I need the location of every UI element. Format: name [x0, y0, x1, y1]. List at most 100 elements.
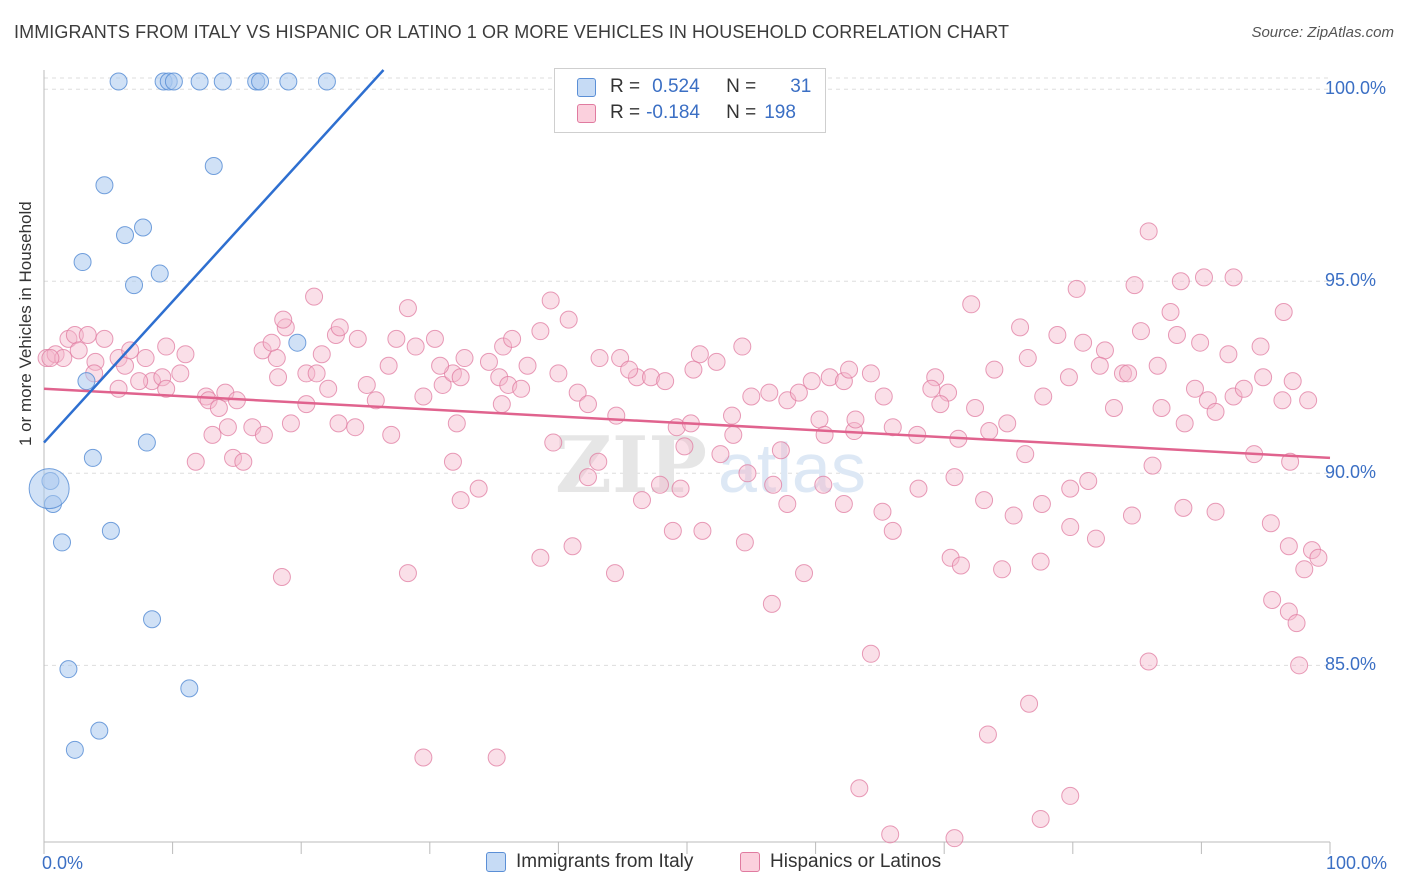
data-point-italy	[204, 157, 223, 176]
data-point-hispanic	[563, 537, 582, 556]
data-point-hispanic	[1032, 495, 1051, 514]
data-point-hispanic	[1287, 614, 1306, 633]
data-point-hispanic	[771, 441, 790, 460]
data-point-hispanic	[1090, 356, 1109, 375]
data-point-hispanic	[762, 594, 781, 613]
data-point-italy	[125, 276, 144, 295]
data-point-hispanic	[382, 425, 401, 444]
data-point-hispanic	[909, 479, 928, 498]
bottom-legend-italy: Immigrants from Italy	[486, 851, 693, 873]
data-point-hispanic	[789, 383, 808, 402]
data-point-hispanic	[357, 375, 376, 394]
data-point-italy	[90, 721, 109, 740]
data-point-hispanic	[707, 352, 726, 371]
data-point-hispanic	[1206, 502, 1225, 521]
data-point-italy	[28, 468, 70, 510]
data-point-hispanic	[1290, 656, 1309, 675]
data-point-hispanic	[1148, 356, 1167, 375]
data-point-hispanic	[607, 406, 626, 425]
data-point-hispanic	[922, 379, 941, 398]
watermark-atlas: atlas	[718, 429, 866, 507]
data-point-hispanic	[881, 825, 900, 844]
data-point-hispanic	[632, 491, 651, 510]
data-point-hispanic	[153, 368, 172, 387]
data-point-hispanic	[1295, 560, 1314, 579]
data-point-italy	[73, 253, 92, 272]
data-point-hispanic	[503, 329, 522, 348]
data-point-hispanic	[406, 337, 425, 356]
data-point-italy	[143, 610, 162, 629]
data-point-hispanic	[568, 383, 587, 402]
data-point-hispanic	[559, 310, 578, 329]
data-point-hispanic	[985, 360, 1004, 379]
data-point-hispanic	[1061, 786, 1080, 805]
x-tick-max: 100.0%	[1326, 853, 1388, 873]
data-point-hispanic	[926, 368, 945, 387]
data-point-hispanic	[873, 502, 892, 521]
data-point-italy	[164, 72, 183, 91]
data-point-italy	[279, 72, 298, 91]
data-point-italy	[83, 448, 102, 467]
data-point-hispanic	[760, 383, 779, 402]
data-point-hispanic	[433, 375, 452, 394]
data-point-hispanic	[549, 364, 568, 383]
data-point-hispanic	[1061, 479, 1080, 498]
data-point-hispanic	[143, 372, 162, 391]
data-point-hispanic	[778, 495, 797, 514]
data-point-hispanic	[267, 349, 286, 368]
data-point-hispanic	[171, 364, 190, 383]
data-point-hispanic	[329, 414, 348, 433]
y-axis-label: 1 or more Vehicles in Household	[16, 201, 35, 446]
x-tick-min: 0.0%	[42, 853, 84, 873]
data-point-hispanic	[1273, 391, 1292, 410]
data-point-hispanic	[945, 468, 964, 487]
data-point-hispanic	[281, 414, 300, 433]
data-point-hispanic	[86, 352, 105, 371]
data-point-hispanic	[735, 533, 754, 552]
data-point-italy	[317, 72, 336, 91]
data-point-hispanic	[1018, 349, 1037, 368]
data-point-hispanic	[690, 345, 709, 364]
data-point-italy	[288, 333, 307, 352]
data-point-hispanic	[975, 491, 994, 510]
data-point-hispanic	[1048, 326, 1067, 345]
data-point-hispanic	[379, 356, 398, 375]
data-point-hispanic	[176, 345, 195, 364]
data-point-hispanic	[1011, 318, 1030, 337]
data-point-italy	[77, 372, 96, 391]
data-point-hispanic	[54, 349, 73, 368]
data-point-italy	[251, 72, 270, 91]
data-point-hispanic	[203, 425, 222, 444]
data-point-hispanic	[627, 368, 646, 387]
watermark-zip: ZIP	[555, 420, 707, 511]
data-point-hispanic	[620, 360, 639, 379]
y-tick-label: 95.0%	[1325, 270, 1377, 291]
data-point-hispanic	[469, 479, 488, 498]
data-point-hispanic	[130, 372, 149, 391]
data-point-hispanic	[348, 329, 367, 348]
data-point-hispanic	[980, 422, 999, 441]
data-point-hispanic	[157, 337, 176, 356]
data-point-hispanic	[1302, 541, 1321, 560]
y-tick-label: 90.0%	[1325, 462, 1377, 483]
data-point-hispanic	[1279, 537, 1298, 556]
data-point-hispanic	[693, 521, 712, 540]
bottom-legend-label-hispanic: Hispanics or Latinos	[770, 851, 942, 872]
legend-row-italy: R = 0.524 N = 31	[577, 75, 811, 99]
data-point-hispanic	[1104, 398, 1123, 417]
data-point-hispanic	[69, 341, 88, 360]
data-point-hispanic	[262, 333, 281, 352]
data-point-hispanic	[199, 391, 218, 410]
data-point-hispanic	[1125, 276, 1144, 295]
data-point-hispanic	[346, 418, 365, 437]
legend-r-label: R =	[610, 102, 641, 123]
data-point-hispanic	[724, 425, 743, 444]
data-point-hispanic	[1020, 694, 1039, 713]
data-point-hispanic	[883, 521, 902, 540]
chart-title: IMMIGRANTS FROM ITALY VS HISPANIC OR LAT…	[14, 22, 1010, 42]
data-point-hispanic	[733, 337, 752, 356]
data-point-hispanic	[810, 410, 829, 429]
data-point-hispanic	[1191, 333, 1210, 352]
data-point-hispanic	[224, 448, 243, 467]
